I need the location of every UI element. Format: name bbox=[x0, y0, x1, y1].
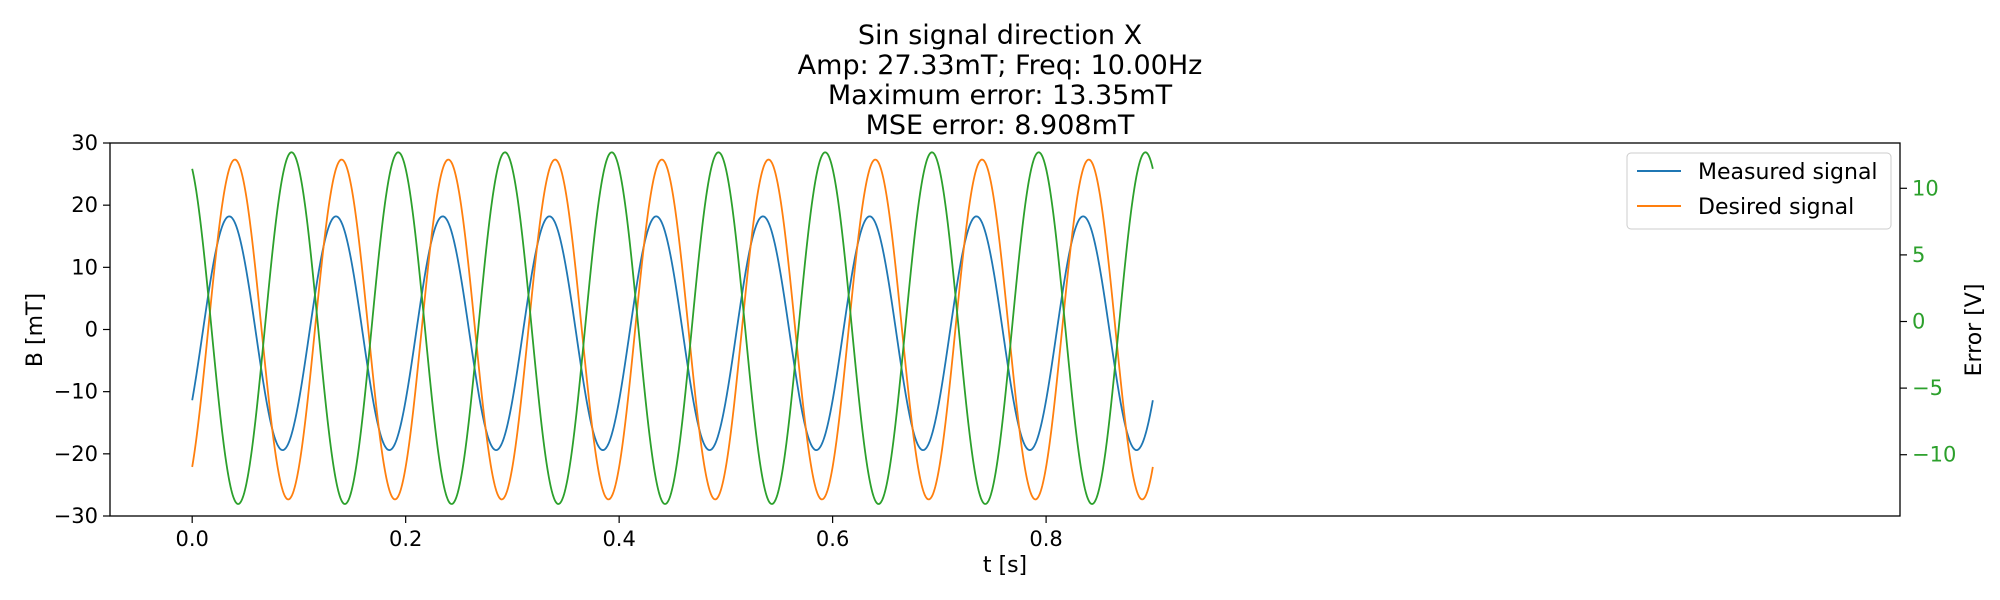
y-axis-right: 10 5 0 −5 −10 bbox=[1900, 176, 1956, 467]
series-layer bbox=[191, 151, 1154, 505]
x-axis-label: t [s] bbox=[983, 553, 1027, 578]
y-tick-label: −20 bbox=[54, 442, 98, 466]
x-axis: 0.0 0.2 0.4 0.6 0.8 bbox=[175, 516, 1063, 551]
y-tick-label: −10 bbox=[54, 380, 98, 404]
x-tick-label: 0.0 bbox=[175, 527, 208, 551]
legend-label-measured: Measured signal bbox=[1698, 160, 1878, 185]
y-right-tick-label: 10 bbox=[1912, 176, 1939, 200]
y-tick-label: 0 bbox=[85, 318, 98, 342]
y-tick-label: 10 bbox=[71, 255, 98, 279]
legend-box bbox=[1626, 152, 1892, 230]
title-line-2: Amp: 27.33mT; Freq: 10.00Hz bbox=[798, 50, 1203, 81]
y-tick-label: 30 bbox=[71, 131, 98, 155]
y-axis-right-label: Error [V] bbox=[1962, 284, 1987, 377]
x-tick-label: 0.6 bbox=[816, 527, 849, 551]
y-right-tick-label: −5 bbox=[1912, 376, 1943, 400]
series-line-desired-signal bbox=[191, 158, 1154, 501]
y-tick-label: 20 bbox=[71, 193, 98, 217]
title-line-3: Maximum error: 13.35mT bbox=[828, 80, 1173, 111]
y-tick-label: −30 bbox=[54, 504, 98, 528]
y-right-tick-label: 0 bbox=[1912, 310, 1925, 334]
y-axis-left: 30 20 10 0 −10 −20 −30 bbox=[54, 131, 110, 528]
title-line-4: MSE error: 8.908mT bbox=[866, 110, 1135, 141]
title-line-1: Sin signal direction X bbox=[858, 20, 1142, 51]
y-right-tick-label: −10 bbox=[1912, 443, 1956, 467]
legend-label-desired: Desired signal bbox=[1698, 195, 1854, 220]
series-line-measured-signal bbox=[191, 215, 1154, 452]
chart-title: Sin signal direction X Amp: 27.33mT; Fre… bbox=[798, 20, 1203, 141]
series-line-error bbox=[191, 151, 1154, 505]
y-right-tick-label: 5 bbox=[1912, 243, 1925, 267]
y-axis-label: B [mT] bbox=[23, 293, 48, 367]
legend: Measured signal Desired signal bbox=[1626, 152, 1892, 230]
x-tick-label: 0.4 bbox=[602, 527, 635, 551]
x-tick-label: 0.8 bbox=[1029, 527, 1062, 551]
x-tick-label: 0.2 bbox=[389, 527, 422, 551]
